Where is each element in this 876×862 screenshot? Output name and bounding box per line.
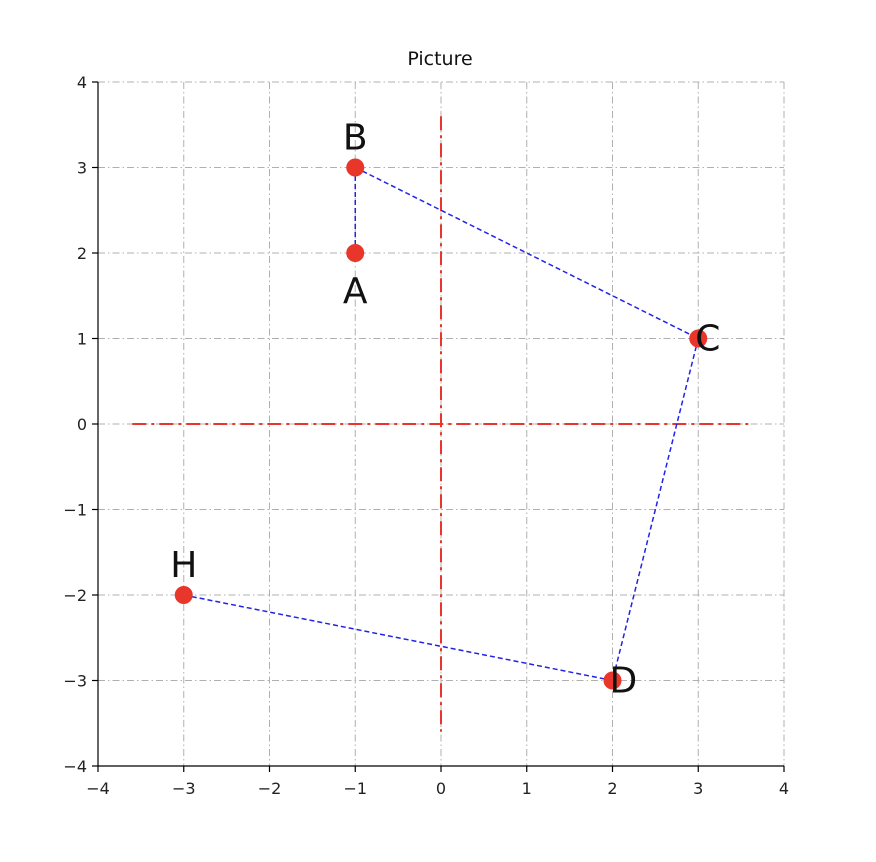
point-labels: A B C D H: [170, 118, 720, 702]
x-tick-label: −2: [258, 779, 282, 798]
path-segment: [611, 338, 699, 681]
y-tick-label: −3: [63, 672, 87, 691]
y-tick-label: 3: [77, 159, 87, 178]
point-d: [603, 671, 622, 690]
y-tick-label: −2: [63, 586, 87, 605]
point-b: [346, 158, 365, 177]
y-tick-label: 4: [77, 73, 87, 92]
y-tick-label: 0: [77, 415, 87, 434]
y-tick-label: 2: [77, 244, 87, 263]
point-label-d: D: [610, 661, 638, 702]
point-h: [174, 586, 193, 604]
point-label-h: H: [170, 545, 197, 586]
y-tick-label: −4: [63, 757, 87, 776]
point-c: [689, 329, 708, 348]
y-tick-label: −1: [63, 501, 87, 520]
x-tick-label: 2: [607, 779, 617, 798]
chart-title: Picture: [407, 48, 472, 70]
x-tick-label: 1: [522, 779, 532, 798]
point-label-c: C: [695, 319, 720, 360]
path-segment: [183, 594, 613, 682]
x-tick-label: −3: [172, 779, 196, 798]
point-a: [346, 244, 365, 262]
zero-lines: [132, 116, 750, 732]
x-tick-label: −4: [86, 779, 110, 798]
axes: −4 −3 −2 −1 0 1 2 3 4 −4 −3 −2 −1 0 1 2 3 4: [63, 73, 789, 798]
path: [183, 166, 699, 682]
y-tick-label: 1: [77, 330, 87, 349]
x-tick-label: 4: [779, 779, 789, 798]
points: [174, 158, 708, 690]
x-tick-label: 3: [693, 779, 703, 798]
point-label-a: A: [343, 271, 368, 312]
point-label-b: B: [343, 118, 368, 159]
x-tick-label: −1: [343, 779, 367, 798]
x-tick-label: 0: [436, 779, 446, 798]
